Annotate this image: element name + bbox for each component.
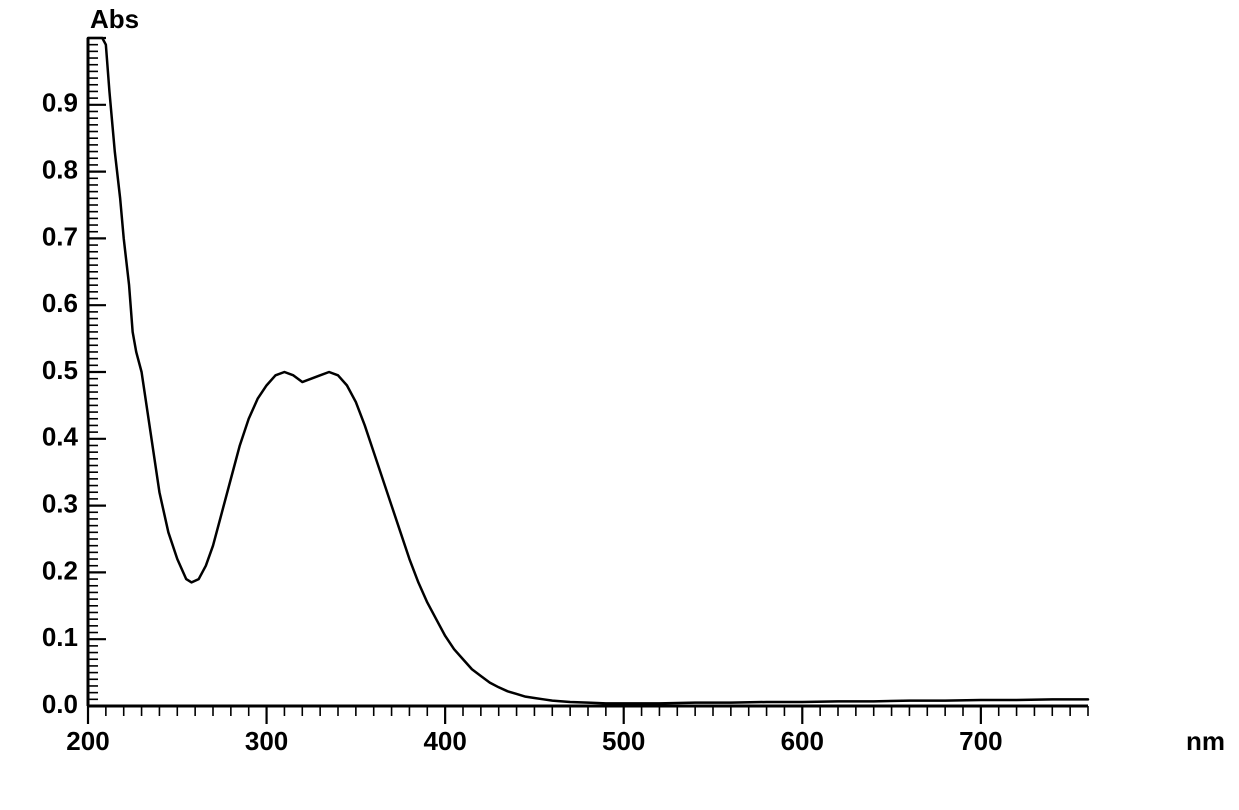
svg-text:0.0: 0.0 — [42, 689, 78, 719]
svg-text:0.6: 0.6 — [42, 288, 78, 318]
spectrum-line — [88, 38, 1088, 703]
svg-text:0.9: 0.9 — [42, 88, 78, 118]
svg-text:400: 400 — [423, 726, 466, 756]
svg-text:0.3: 0.3 — [42, 488, 78, 518]
svg-text:500: 500 — [602, 726, 645, 756]
svg-text:0.2: 0.2 — [42, 555, 78, 585]
svg-text:300: 300 — [245, 726, 288, 756]
svg-text:700: 700 — [959, 726, 1002, 756]
svg-text:600: 600 — [781, 726, 824, 756]
svg-text:0.1: 0.1 — [42, 622, 78, 652]
chart-svg: 0.0 0.1 0.2 0.3 0.4 0.5 0.6 0.7 0.8 0.9 200 300 400 5… — [0, 0, 1239, 810]
svg-text:0.5: 0.5 — [42, 355, 78, 385]
svg-text:0.7: 0.7 — [42, 221, 78, 251]
svg-text:0.8: 0.8 — [42, 154, 78, 184]
spectrum-chart: Abs nm 0.00.10.20.30.40.50.60.70.80.9200… — [0, 0, 1239, 810]
svg-text:0.4: 0.4 — [42, 422, 79, 452]
svg-text:200: 200 — [66, 726, 109, 756]
